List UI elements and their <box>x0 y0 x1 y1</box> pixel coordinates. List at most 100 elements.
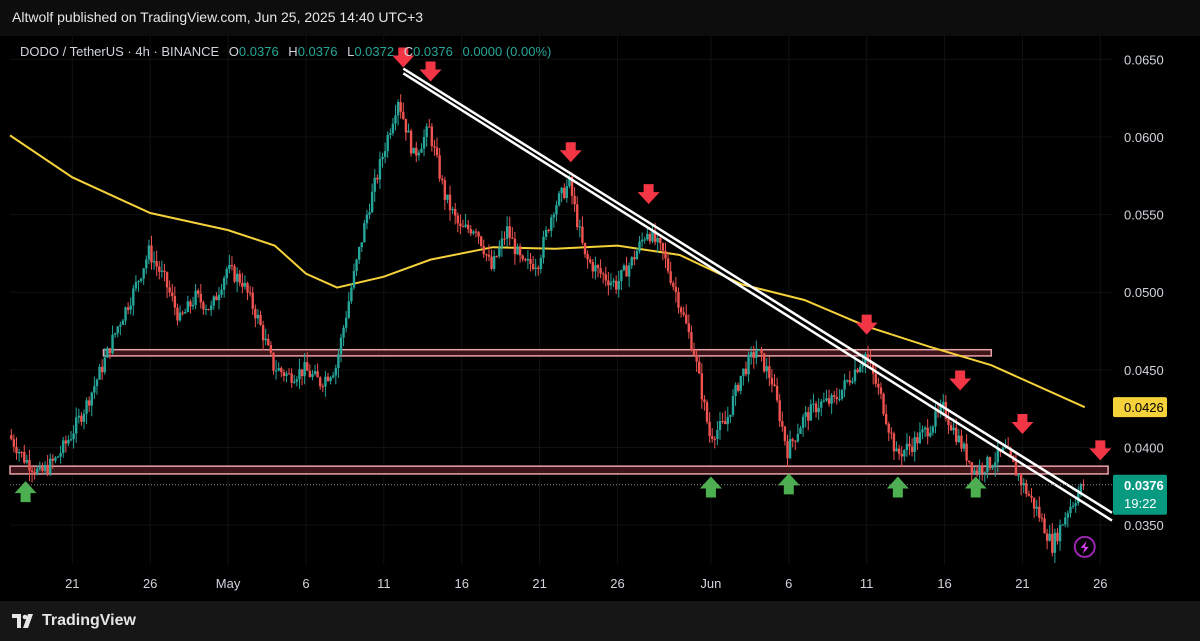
candle-body <box>337 354 340 369</box>
candle-body <box>246 283 249 293</box>
up-arrow-icon <box>886 476 909 498</box>
price-chart[interactable]: 0.0650 0.0600 0.0550 0.0500 0.0450 0.0400 0.03… <box>0 36 1200 601</box>
candle-body <box>243 283 247 287</box>
candle-body <box>589 259 592 263</box>
candle-body <box>622 265 626 271</box>
candle-body <box>158 266 161 272</box>
candle-body <box>560 187 563 194</box>
candle-body <box>638 241 641 252</box>
lightning-icon <box>1073 535 1096 558</box>
candle-body <box>711 436 714 439</box>
candle-body <box>407 130 410 133</box>
y-tick-label: 0.0350 <box>1124 518 1164 533</box>
up-arrow-icon <box>14 481 37 503</box>
candle-body <box>1061 524 1064 526</box>
candle-body <box>113 333 117 335</box>
candle-body <box>238 273 241 283</box>
candle-body <box>817 407 820 413</box>
candle-body <box>178 312 182 321</box>
candle-body <box>679 307 683 313</box>
x-tick-label: 6 <box>785 576 792 591</box>
candle-body <box>651 230 654 242</box>
candle-body <box>329 377 332 381</box>
down-arrow-icon <box>1011 414 1034 434</box>
candle-body <box>261 324 265 341</box>
ohlc-legend: DODO / TetherUS · 4h · BINANCE O0.0376 H… <box>20 44 551 59</box>
tradingview-logo-icon <box>12 614 33 628</box>
candle-body <box>692 350 696 356</box>
candle-body <box>360 242 363 248</box>
x-tick-label: 11 <box>860 576 874 591</box>
candle-body <box>874 373 877 384</box>
candle-body <box>552 214 556 218</box>
lightning-bolt-icon <box>1080 540 1089 554</box>
candle-body <box>718 421 722 431</box>
change-value: 0.0000 (0.00%) <box>462 44 552 59</box>
candle-body <box>77 415 80 418</box>
support-zone <box>9 465 1109 475</box>
candle-body <box>975 470 979 474</box>
candle-body <box>884 413 888 424</box>
moving-average-line <box>9 134 1086 409</box>
candle-body <box>160 270 164 272</box>
candle-body <box>404 118 408 133</box>
candle-body <box>119 324 122 327</box>
candle-body <box>316 371 319 378</box>
candle-body <box>17 452 21 454</box>
tradingview-brand[interactable]: TradingView <box>12 612 136 630</box>
candle-body <box>59 453 62 457</box>
low-key: L <box>347 44 355 59</box>
candle-body <box>324 376 327 387</box>
candle-body <box>422 136 426 149</box>
brand-label: TradingView <box>42 612 136 629</box>
candle-body <box>474 231 478 233</box>
candle-body <box>321 386 325 388</box>
candle-body <box>547 229 550 231</box>
candle-body <box>259 314 262 325</box>
x-tick-label: 21 <box>1015 576 1029 591</box>
candle-body <box>960 435 963 449</box>
candle-body <box>739 375 742 391</box>
candle-body <box>1001 447 1005 452</box>
chart-area[interactable]: 0.0650 0.0600 0.0550 0.0500 0.0450 0.0400 0.03… <box>0 36 1200 601</box>
candle-body <box>661 243 665 251</box>
candle-body <box>272 352 275 371</box>
candle-body <box>539 258 543 269</box>
candle-body <box>934 411 937 427</box>
candle-body <box>93 386 96 393</box>
candle-body <box>801 416 805 428</box>
candle-body <box>409 130 413 154</box>
candle-body <box>347 301 350 318</box>
candle-body <box>1032 497 1036 509</box>
candle-body <box>716 430 719 439</box>
candle-body <box>20 452 23 454</box>
x-tick-label: 26 <box>610 576 624 591</box>
candle-body <box>80 415 83 422</box>
candle-body <box>768 366 771 378</box>
candle-body <box>303 362 306 377</box>
candle-body <box>485 254 488 256</box>
candle-body <box>41 466 44 471</box>
candle-body <box>290 373 293 383</box>
candle-body <box>1040 517 1044 519</box>
up-arrow-icon <box>777 473 800 495</box>
candle-body <box>389 133 392 136</box>
down-arrow-icon <box>1089 440 1112 461</box>
candle-body <box>396 102 400 116</box>
down-arrow-icon <box>949 370 972 391</box>
candle-body <box>495 256 498 258</box>
candle-body <box>1066 513 1070 518</box>
candle-body <box>892 433 896 452</box>
candle-body <box>220 289 223 295</box>
candle-body <box>95 379 99 387</box>
candle-body <box>856 369 859 373</box>
candle-body <box>163 270 166 273</box>
candle-body <box>1030 495 1033 498</box>
candle-body <box>212 296 215 306</box>
candle-body <box>791 439 794 441</box>
candle-body <box>381 156 384 160</box>
candle-body <box>461 226 465 228</box>
candle-body <box>248 292 252 294</box>
candle-body <box>134 282 138 289</box>
candle-body <box>344 317 348 328</box>
